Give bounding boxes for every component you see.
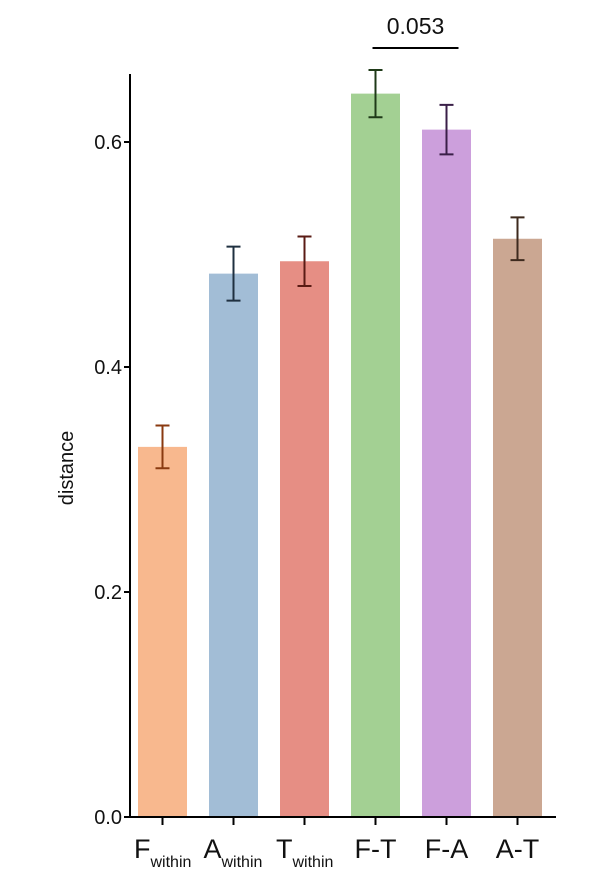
significance-p-value: 0.053 xyxy=(387,13,445,39)
x-tick-sublabel-0: within xyxy=(150,854,192,871)
error-bars-group xyxy=(155,69,525,470)
x-tick-label-3: F-T xyxy=(355,834,397,864)
bar-2 xyxy=(280,261,329,817)
bars-group xyxy=(138,93,542,817)
y-tick-label-0: 0.0 xyxy=(94,807,122,829)
error-bar-2 xyxy=(297,235,312,287)
error-bar-5 xyxy=(510,216,525,262)
y-tick-label-2: 0.4 xyxy=(94,357,122,379)
bar-4 xyxy=(422,129,471,817)
y-tick-label-3: 0.6 xyxy=(94,132,122,154)
error-bar-0 xyxy=(155,424,170,470)
bar-0 xyxy=(138,446,187,817)
bar-1 xyxy=(209,273,258,817)
y-axis-label: distance xyxy=(56,431,78,506)
y-ticks-group: 0.0 0.2 0.4 0.6 xyxy=(94,132,130,829)
x-tick-label-5: A-T xyxy=(496,834,540,864)
x-tick-label-0: F xyxy=(134,834,151,864)
bar-5 xyxy=(493,238,542,817)
x-tick-label-4: F-A xyxy=(425,834,469,864)
bar-3 xyxy=(351,93,400,817)
x-tick-label-1: A xyxy=(203,834,221,864)
error-bar-4 xyxy=(439,103,454,156)
x-tick-sublabel-1: within xyxy=(221,854,263,871)
x-tick-label-2: T xyxy=(276,834,293,864)
significance-annotation: 0.053 xyxy=(372,13,459,49)
x-tick-sublabel-2: within xyxy=(292,854,334,871)
error-bar-3 xyxy=(368,69,383,119)
y-tick-label-1: 0.2 xyxy=(94,582,122,604)
error-bar-1 xyxy=(226,245,241,302)
